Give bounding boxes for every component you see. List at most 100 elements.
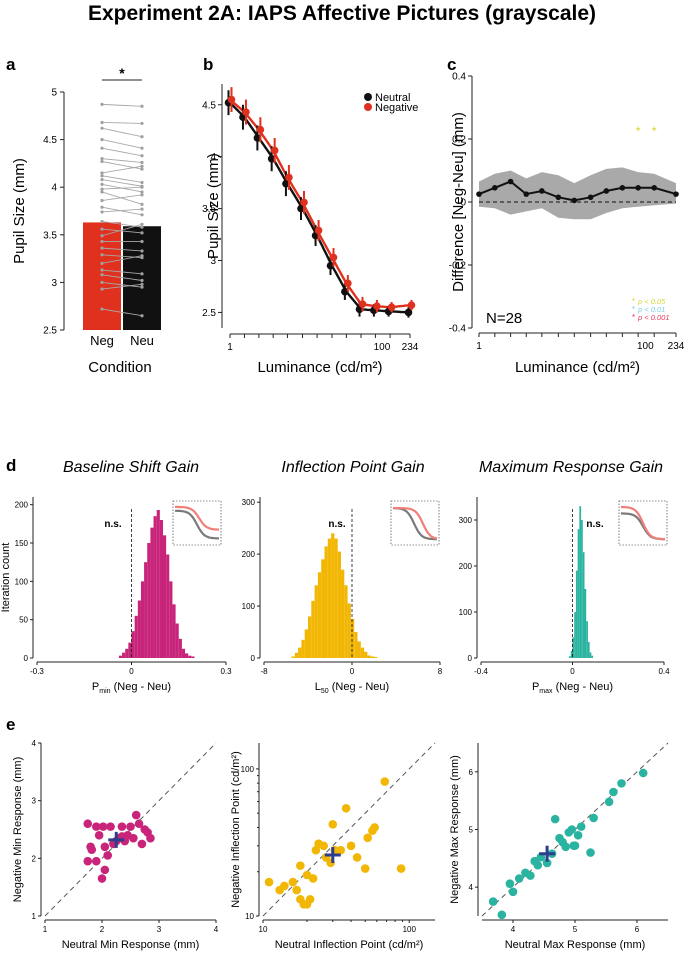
d1-hist-bar — [166, 554, 170, 658]
d2-hist-bar — [311, 600, 315, 658]
c-diff-point — [651, 185, 658, 191]
c-n-label: N=28 — [486, 310, 522, 327]
e3-x-tick-label: 5 — [573, 925, 578, 934]
d3-hist-bar — [587, 641, 590, 658]
a-pair-line — [101, 158, 143, 163]
d1-inset-neutral-curve — [175, 509, 220, 540]
b-point-negative — [242, 108, 250, 116]
a-pair-point — [140, 104, 144, 108]
d2-x-label: L50 (Neg - Neu) — [315, 681, 389, 695]
e2-point — [396, 864, 406, 873]
d3-hist-bar — [579, 506, 582, 658]
d1-inset-negative-curve — [175, 505, 220, 531]
a-pair-point — [140, 282, 144, 286]
b-legend-negative: Negative — [375, 102, 418, 114]
a-pair-point — [100, 280, 104, 284]
a-pair-point — [100, 190, 104, 194]
b-point-negative — [373, 302, 381, 310]
d2-hist-bar — [331, 533, 335, 658]
d3-x-tick-label: 0.4 — [658, 667, 670, 676]
a-pair-point — [100, 174, 104, 178]
a-pair-point — [140, 202, 144, 206]
a-pair-point — [140, 225, 144, 229]
a-pair-point — [140, 167, 144, 171]
d2-x-tick-label: -8 — [260, 667, 268, 676]
b-legend-marker-neutral — [364, 93, 372, 101]
d1-y-label: Iteration count — [0, 543, 12, 613]
d1-hist-bar — [188, 655, 192, 658]
d2-hist-bar — [347, 603, 351, 658]
a-sig-star: * — [119, 65, 125, 81]
a-pair-point — [140, 222, 144, 226]
c-sig-star: * — [652, 124, 657, 139]
a-pair-point — [100, 227, 104, 231]
e3-point — [617, 779, 626, 788]
d2-hist-bar — [334, 538, 338, 658]
a-pair-point — [140, 254, 144, 258]
a-pair-point — [140, 207, 144, 211]
a-bar-neu — [123, 226, 161, 330]
b-y-label: Pupil Size (mm) — [205, 153, 222, 259]
a-pair-point — [140, 272, 144, 276]
a-pair-point — [140, 135, 144, 139]
c-y-tick-label: 0.4 — [452, 72, 466, 83]
d2-y-tick-label: 200 — [242, 550, 256, 559]
d3-y-tick-label: 100 — [459, 608, 473, 617]
d3-x-tick-label: -0.4 — [474, 667, 488, 676]
e2-point — [292, 885, 302, 895]
e1-y-label: Negative Min Response (mm) — [12, 757, 24, 903]
e3-point — [638, 768, 648, 778]
d2-hist-bar — [314, 585, 318, 658]
a-pair-point — [100, 253, 104, 257]
a-pair-line — [101, 191, 143, 205]
e2-point — [308, 874, 318, 883]
panel-label-e: e — [6, 715, 15, 734]
d1-hist-bar — [178, 638, 182, 658]
d2-hist-bar — [341, 569, 345, 658]
a-pair-line — [101, 139, 143, 149]
d1-hist-bar — [147, 543, 151, 658]
a-y-tick-label: 5 — [51, 88, 57, 99]
d2-hist-bar — [321, 559, 325, 658]
d2-inset-negative-curve — [392, 506, 438, 540]
c-diff-point — [571, 197, 578, 204]
e3-point — [488, 897, 498, 906]
c-ci-band — [479, 167, 676, 220]
e3-y-tick-label: 5 — [469, 826, 474, 835]
d1-y-tick-label: 150 — [15, 539, 29, 548]
a-pair-line — [101, 103, 143, 107]
d3-hist-bar — [586, 621, 588, 658]
e2-x-label: Neutral Inflection Point (cd/m²) — [275, 939, 424, 951]
c-y-label: Difference [Neg-Neu] (mm) — [450, 112, 467, 292]
b-x-tick-label: 234 — [402, 342, 419, 353]
d2-title: Inflection Point Gain — [281, 459, 424, 476]
d1-hist-bar — [156, 510, 160, 658]
e1-point — [87, 845, 97, 854]
a-y-tick-label: 3.5 — [43, 230, 57, 241]
b-y-tick-label: 4 — [210, 152, 216, 163]
e1-x-label: Neutral Min Response (mm) — [62, 939, 200, 951]
e1-point — [92, 856, 101, 866]
a-pair-point — [100, 219, 104, 224]
a-pair-point — [100, 261, 104, 265]
c-x-tick-label: 100 — [637, 341, 654, 352]
e1-point — [83, 856, 93, 866]
d2-y-tick-label: 300 — [242, 498, 256, 507]
a-pair-point — [140, 314, 144, 318]
e3-point — [589, 813, 598, 823]
b-point-negative — [358, 300, 367, 308]
figure-title: Experiment 2A: IAPS Affective Pictures (… — [88, 2, 596, 25]
b-point-negative — [407, 301, 416, 309]
d2-hist-bar — [304, 629, 308, 658]
d2-hist-bar — [301, 639, 305, 658]
e1-point — [83, 819, 93, 829]
a-pair-line — [101, 274, 143, 281]
d1-hist-bar — [122, 652, 126, 658]
e1-point — [131, 810, 141, 820]
b-point-negative — [329, 253, 338, 262]
e3-point — [573, 830, 583, 840]
a-pair-point — [100, 120, 104, 125]
e1-point — [137, 839, 147, 849]
d2-hist-bar — [370, 656, 374, 658]
c-y-tick-label: -0.2 — [449, 261, 467, 272]
